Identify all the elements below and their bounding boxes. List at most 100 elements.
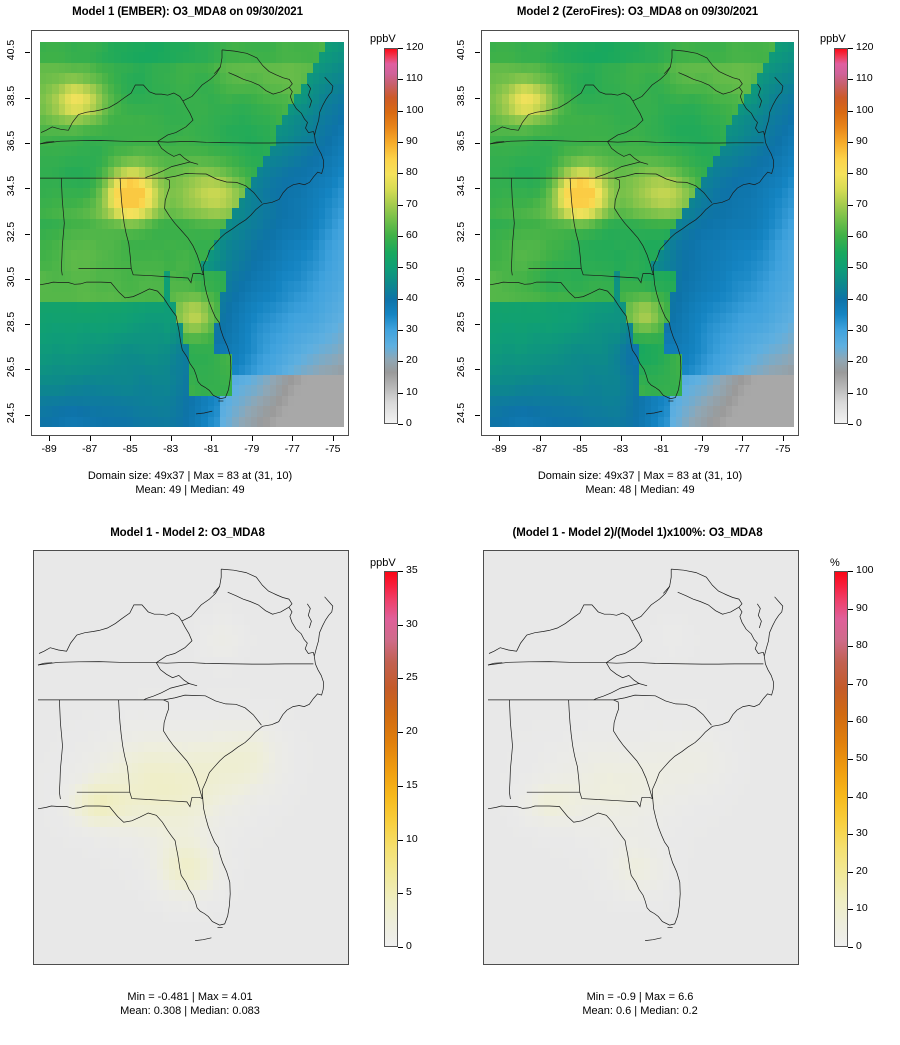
panel-model2-caption: Domain size: 49x37 | Max = 83 at (31, 10… (537, 470, 743, 496)
panel-model1-title: Model 1 (EMBER): O3_MDA8 on 09/30/2021 (72, 6, 303, 18)
panel-model1-caption: Domain size: 49x37 | Max = 83 at (31, 10… (87, 470, 293, 496)
xtick-mark (661, 436, 663, 441)
panel-percent-difference-title: (Model 1 - Model 2)/(Model 1)x100%: O3_M… (512, 527, 763, 539)
ytick-label: 34.5 (5, 175, 17, 197)
xtick-mark (292, 436, 294, 441)
colorbar-tick-mark (848, 646, 853, 648)
ytick-mark (25, 278, 30, 280)
panel-difference-raster (34, 551, 348, 964)
colorbar-tick-label: 0 (406, 940, 412, 952)
ytick-label: 40.5 (5, 40, 17, 61)
panel-model2-raster (482, 31, 798, 435)
colorbar-tick-mark (398, 330, 403, 331)
xtick-label: -89 (491, 443, 507, 455)
colorbar-title-percent-difference: % (830, 557, 840, 569)
colorbar-tick-label: 5 (406, 886, 412, 899)
ytick-label: 40.5 (455, 40, 467, 61)
xtick-mark (332, 436, 334, 441)
colorbar-tick-label: 90 (406, 135, 418, 147)
colorbar-strip-model2[interactable] (834, 48, 848, 424)
xtick-label: -87 (532, 443, 548, 455)
colorbar-tick-mark (848, 48, 853, 49)
colorbar-tick-label: 50 (856, 260, 868, 273)
panel-model1-plot[interactable] (31, 30, 349, 436)
colorbar-tick-label: 110 (406, 72, 423, 85)
colorbar-tick-mark (398, 110, 403, 112)
ytick-mark (475, 233, 480, 235)
xtick-mark (130, 436, 132, 441)
panel-percent-difference-plot[interactable] (483, 550, 799, 965)
colorbar-tick-mark (848, 142, 853, 143)
colorbar-tick-label: 100 (406, 103, 424, 116)
colorbar-tick-mark (848, 79, 853, 81)
colorbar-tick-label: 0 (406, 417, 412, 429)
colorbar-tick-label: 30 (406, 323, 418, 335)
colorbar-tick-mark (848, 871, 853, 873)
ytick-mark (25, 324, 30, 326)
panel-model2-plot[interactable] (481, 30, 799, 436)
xtick-label: -87 (82, 443, 98, 455)
colorbar-tick-mark (848, 173, 853, 175)
colorbar-tick-label: 50 (856, 752, 868, 764)
colorbar-title-model1: ppbV (370, 33, 396, 45)
colorbar-strip-model1[interactable] (384, 48, 398, 424)
panel-difference-plot[interactable] (33, 550, 349, 965)
colorbar-tick-mark (848, 392, 853, 394)
xtick-label: -85 (122, 443, 138, 455)
xtick-mark (89, 436, 91, 441)
xtick-label: -79 (244, 443, 260, 455)
ytick-mark (475, 188, 480, 190)
colorbar-title-model2: ppbV (820, 33, 846, 45)
ytick-label: 38.5 (455, 85, 467, 106)
colorbar-tick-mark (398, 571, 403, 572)
colorbar-tick-mark (398, 947, 403, 948)
colorbar-tick-mark (848, 267, 853, 269)
ytick-mark (475, 97, 480, 99)
colorbar-tick-mark (848, 721, 853, 723)
colorbar-tick-mark (398, 267, 403, 269)
colorbar-strip-difference[interactable] (384, 571, 398, 947)
xtick-mark (251, 436, 253, 441)
ytick-label: 30.5 (5, 266, 17, 288)
xtick-label: -77 (284, 443, 300, 455)
xtick-mark (782, 436, 784, 441)
colorbar-tick-label: 70 (856, 676, 868, 689)
ytick-mark (475, 324, 480, 326)
colorbar-tick-label: 60 (856, 714, 868, 727)
ytick-mark (25, 142, 30, 144)
colorbar-tick-label: 110 (856, 72, 873, 85)
xtick-mark (49, 436, 51, 441)
ytick-mark (25, 414, 30, 416)
colorbar-strip-percent-difference[interactable] (834, 571, 848, 947)
colorbar-tick-mark (398, 298, 403, 300)
colorbar-tick-mark (848, 571, 853, 572)
ytick-label: 34.5 (455, 175, 467, 197)
colorbar-tick-label: 90 (856, 601, 868, 614)
xtick-mark (211, 436, 213, 441)
colorbar-tick-mark (848, 759, 853, 760)
colorbar-tick-label: 30 (406, 617, 418, 630)
ytick-mark (475, 278, 480, 280)
colorbar-tick-mark (398, 893, 403, 895)
colorbar-tick-mark (398, 392, 403, 394)
colorbar-tick-mark (398, 839, 403, 841)
colorbar-tick-mark (398, 204, 403, 206)
xtick-label: -79 (694, 443, 710, 455)
xtick-mark (580, 436, 582, 441)
colorbar-tick-label: 20 (406, 725, 418, 738)
xtick-label: -89 (41, 443, 57, 455)
colorbar-tick-mark (848, 608, 853, 610)
colorbar-tick-label: 20 (406, 354, 418, 367)
xtick-label: -81 (653, 443, 669, 455)
panel-model1-raster (32, 31, 348, 435)
xtick-label: -85 (572, 443, 588, 455)
colorbar-tick-label: 10 (856, 902, 868, 915)
colorbar-tick-label: 30 (856, 827, 868, 840)
ytick-mark (475, 414, 480, 416)
panel-percent-difference-raster (484, 551, 798, 964)
colorbar-tick-mark (848, 909, 853, 911)
colorbar-tick-mark (848, 834, 853, 836)
panel-percent-difference-caption: Min = -0.9 | Max = 6.6 Mean: 0.6 | Media… (582, 991, 698, 1017)
ytick-mark (475, 52, 480, 54)
xtick-mark (170, 436, 172, 441)
